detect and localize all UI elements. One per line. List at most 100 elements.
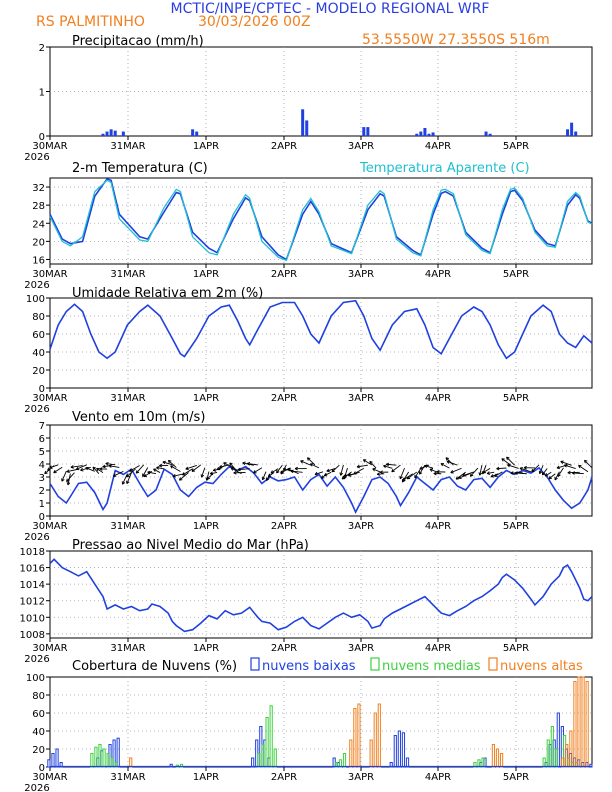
wind-vector-head: [267, 473, 272, 478]
precip-ytick-label: 0: [39, 132, 45, 143]
wind-vector: [162, 461, 173, 466]
clouds-bar: [542, 757, 546, 768]
temp-xtick-label: 30MAR: [32, 269, 67, 280]
wind-vector-head: [185, 466, 189, 471]
wind-vector-head: [300, 460, 304, 464]
rh-year-label: 2026: [24, 404, 49, 415]
precip-bar: [105, 131, 109, 136]
wind-vector: [539, 465, 544, 474]
wind-vector: [223, 462, 234, 469]
wind-vector-head: [112, 473, 117, 477]
wind-vector-head: [391, 468, 395, 473]
clouds-bar: [561, 757, 565, 768]
wind-vector-head: [320, 475, 325, 479]
wind-vector: [554, 471, 560, 481]
clouds-bar: [55, 748, 59, 768]
location-label: RS PALMITINHO: [36, 14, 145, 30]
wind-vector-head: [143, 473, 147, 478]
wind-vector-head: [135, 470, 140, 474]
wind-vector: [126, 472, 132, 484]
wind-vector-head: [429, 468, 433, 472]
legend-swatch-low-clouds: [250, 657, 260, 671]
cloud-legend: nuvens baixas nuvens medias nuvens altas: [250, 657, 583, 674]
wind-panel: 0 1 2 3 4 5 6 7 30MAR 31MAR 1APR 2APR 3APR 4APR 5APR 20…: [24, 410, 593, 543]
wind-vector: [446, 460, 458, 466]
wind-vector: [578, 464, 589, 473]
press-xtick-label: 31MAR: [110, 643, 145, 654]
wind-vector: [270, 468, 279, 474]
wind-vector-head: [496, 466, 500, 471]
temp-year-label: 2026: [24, 280, 49, 291]
precip-panel: 0 1 2 30MAR 31MAR 1APR 2APR 3APR 4APR 5APR 2026 Pre…: [24, 34, 593, 163]
precip-bar: [423, 127, 427, 136]
wind-vector-head: [557, 473, 561, 477]
temp-xtick-label: 1APR: [193, 269, 219, 280]
wind-vector: [450, 467, 462, 474]
wind-vector-head: [233, 470, 237, 475]
clouds-ytick-label: 60: [32, 709, 45, 720]
wind-vector: [544, 471, 552, 477]
wind-vector-head: [406, 475, 411, 480]
precip-bar: [366, 127, 370, 136]
wind-vector-head: [223, 462, 227, 466]
clouds-bar: [110, 757, 114, 768]
wind-vector: [70, 465, 83, 468]
wind-vector-head: [399, 475, 403, 480]
wind-vector: [419, 464, 426, 475]
wind-vector-head: [167, 459, 172, 464]
clouds-bar: [565, 744, 569, 768]
wind-vector: [113, 470, 124, 477]
clouds-bar: [51, 753, 55, 768]
temp-ytick-label: 16: [32, 255, 45, 266]
press-ytick-label: 1012: [20, 597, 45, 608]
wind-vector-head: [482, 469, 486, 474]
wind-vector: [455, 471, 466, 480]
press-ytick-label: 1008: [20, 630, 45, 641]
press-xtick-label: 30MAR: [32, 643, 67, 654]
clouds-bar: [585, 681, 589, 768]
wind-vector: [419, 464, 430, 470]
wind-vector: [156, 467, 165, 470]
wind-vector-head: [126, 473, 130, 478]
wind-vector: [96, 467, 104, 474]
wind-vector: [501, 458, 511, 466]
wind-xtick-label: 3APR: [348, 521, 374, 532]
wind-xtick-label: 1APR: [193, 521, 219, 532]
rh-panel: 0 20 40 60 80 100 30MAR 31MAR 1APR 2APR 3APR 4APR 5A…: [24, 286, 593, 415]
wind-vector: [353, 467, 365, 475]
precip-bar: [191, 129, 195, 136]
wind-vector: [496, 467, 507, 470]
wind-vector: [377, 473, 385, 475]
clouds-bar: [405, 757, 410, 768]
clouds-bar: [342, 753, 347, 768]
clouds-bar: [577, 676, 581, 768]
rh-xtick-label: 4APR: [425, 393, 451, 404]
precip-ytick-label: 2: [39, 43, 45, 54]
wind-ytick-label: 4: [39, 460, 45, 471]
wind-vector: [142, 467, 149, 477]
press-title: Pressao ao Nivel Medio do Mar (hPa): [72, 538, 309, 553]
wind-vector: [179, 472, 189, 481]
wind-vector: [479, 464, 483, 476]
wind-vector-head: [242, 461, 246, 466]
precip-bar: [101, 133, 105, 136]
wind-vector-head: [323, 472, 328, 477]
precip-bar: [570, 122, 574, 136]
wind-vector-head: [478, 472, 483, 476]
wind-vector-head: [287, 468, 291, 472]
clouds-bar: [499, 753, 504, 768]
wind-vector-head: [455, 476, 460, 480]
wind-vector: [486, 471, 495, 474]
rh-ytick-label: 60: [32, 330, 45, 341]
press-series-line: [49, 558, 593, 633]
clouds-bar: [573, 681, 577, 768]
wind-vector: [323, 471, 332, 477]
wind-vector: [494, 471, 503, 477]
wind-vector: [314, 471, 324, 475]
wind-vector-head: [102, 464, 106, 469]
wind-vector: [126, 468, 136, 478]
wind-vector-head: [343, 473, 347, 478]
rh-title: Umidade Relativa em 2m (%): [72, 286, 263, 301]
wind-vector-head: [414, 474, 418, 479]
wind-vector-head: [280, 470, 284, 474]
